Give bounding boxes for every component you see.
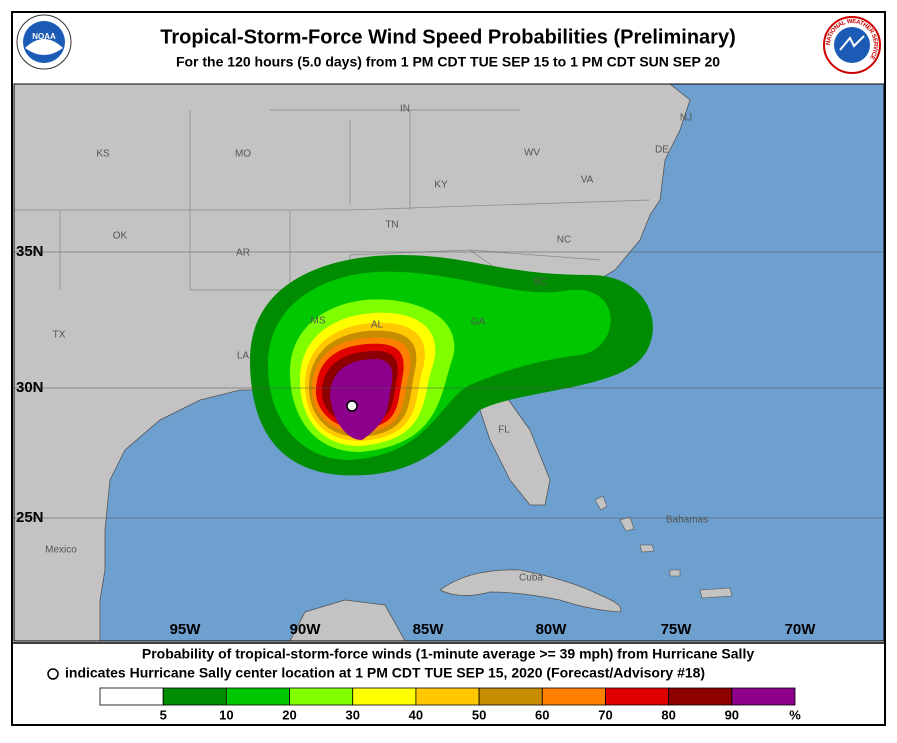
right-logo: NATIONAL WEATHER SERVICE — [823, 16, 881, 74]
place-label: LA — [237, 351, 250, 362]
legend-swatch — [478, 687, 543, 706]
map: IN KS MO WV KY VA NJ DE TN NC OK AR SC MS AL GA TX LA FL Ba… — [13, 83, 885, 642]
place-label: Mexico — [45, 545, 77, 556]
legend-swatch — [731, 687, 796, 706]
legend-label: 60 — [535, 707, 549, 722]
legend-swatch — [289, 687, 354, 706]
place-label: NJ — [680, 113, 692, 124]
caption-line: indicates Hurricane Sally center locatio… — [65, 665, 705, 681]
legend-label: 20 — [282, 707, 296, 722]
place-label: SC — [533, 277, 547, 288]
place-label: VA — [581, 175, 594, 186]
longitude-label: 90W — [290, 621, 322, 638]
place-label: OK — [113, 231, 128, 242]
legend-swatch — [162, 687, 227, 706]
title: Tropical-Storm-Force Wind Speed Probabil… — [160, 26, 736, 48]
place-label: KS — [96, 149, 110, 160]
land — [439, 569, 622, 613]
graticule-labels: 35N 30N 25N 95W 90W 85W 80W 75W 70W — [16, 243, 816, 638]
place-label: FL — [498, 425, 510, 436]
map-border — [13, 83, 885, 642]
legend-swatch — [668, 687, 733, 706]
longitude-label: 85W — [413, 621, 445, 638]
legend-swatch — [99, 687, 164, 706]
latitude-label: 25N — [16, 509, 44, 526]
legend-swatch — [541, 687, 606, 706]
legend-label: 5 — [160, 707, 167, 722]
legend-label: 70 — [598, 707, 612, 722]
place-label: NC — [557, 235, 571, 246]
place-label: DE — [655, 145, 669, 156]
place-label: Cuba — [519, 573, 543, 584]
legend: 5 10 20 30 40 50 60 70 80 90% — [99, 687, 801, 722]
legend-swatch — [415, 687, 480, 706]
caption-line: Probability of tropical-storm-force wind… — [142, 646, 754, 662]
legend-label: 30 — [345, 707, 359, 722]
logo-text: NOAA — [32, 32, 56, 41]
probability-contours — [250, 255, 653, 476]
graticule — [14, 251, 884, 519]
legend-swatch — [225, 687, 290, 706]
legend-label: % — [789, 707, 801, 722]
legend-swatch — [352, 687, 417, 706]
land — [594, 495, 733, 599]
storm-center — [346, 400, 358, 412]
legend-label: 90 — [725, 707, 739, 722]
place-label: TX — [53, 330, 66, 341]
left-logo: NOAA — [16, 14, 72, 70]
place-labels: IN KS MO WV KY VA NJ DE TN NC OK AR SC MS AL GA TX LA FL Ba… — [45, 104, 708, 584]
longitude-label: 95W — [170, 621, 202, 638]
legend-label: 50 — [472, 707, 486, 722]
subtitle: For the 120 hours (5.0 days) from 1 PM C… — [176, 54, 720, 70]
center-symbol — [47, 668, 59, 680]
place-label: GA — [471, 317, 486, 328]
place-label: TN — [385, 220, 398, 231]
legend-swatch — [605, 687, 670, 706]
place-label: WV — [524, 148, 540, 159]
place-label: AL — [371, 320, 384, 331]
latitude-label: 30N — [16, 379, 44, 396]
longitude-label: 70W — [785, 621, 817, 638]
place-label: MO — [235, 149, 251, 160]
place-label: KY — [434, 180, 448, 191]
legend-label: 80 — [661, 707, 675, 722]
place-label: Bahamas — [666, 515, 708, 526]
latitude-label: 35N — [16, 243, 44, 260]
contour-90 — [330, 358, 393, 440]
longitude-label: 75W — [661, 621, 693, 638]
place-label: AR — [236, 248, 250, 259]
land — [289, 599, 406, 641]
place-label: IN — [400, 104, 410, 115]
place-label: MS — [311, 316, 326, 327]
legend-label: 10 — [219, 707, 233, 722]
legend-label: 40 — [409, 707, 423, 722]
longitude-label: 80W — [536, 621, 568, 638]
